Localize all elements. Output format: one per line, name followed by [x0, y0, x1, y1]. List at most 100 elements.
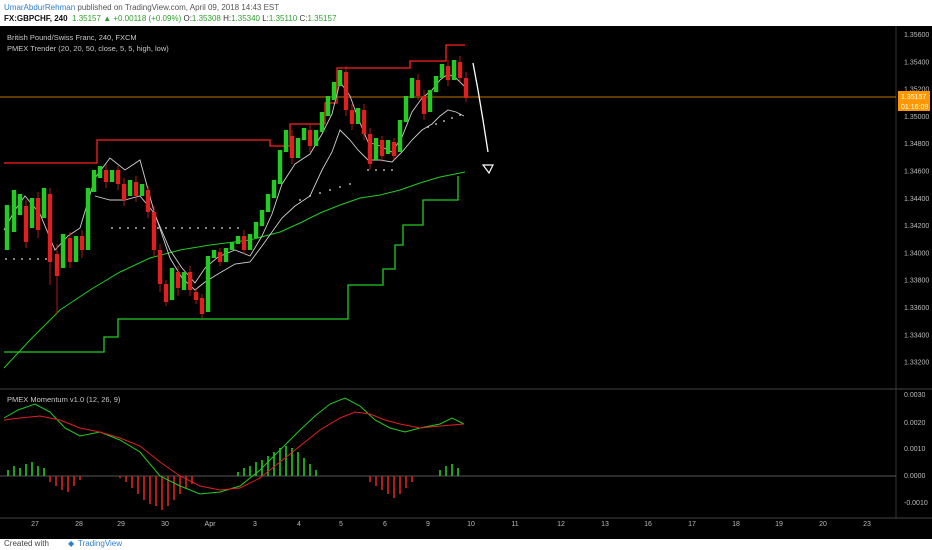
time-axis-label: 12: [557, 521, 565, 528]
candle-body: [343, 72, 349, 110]
open-value: 1.35308: [191, 14, 221, 23]
upper-band-line: [4, 44, 465, 164]
price-axis-label: 1.35200: [904, 87, 929, 94]
candle-body: [457, 62, 463, 78]
candle-body: [109, 170, 115, 182]
candle-body: [331, 82, 337, 100]
candle-body: [319, 112, 325, 132]
time-axis-label: 27: [31, 521, 39, 528]
author-link[interactable]: UmarAbdurRehman: [4, 3, 76, 12]
time-axis-label: 20: [819, 521, 827, 528]
high-label: H:: [223, 14, 232, 23]
candle-body: [223, 248, 229, 262]
time-axis-label: 3: [253, 521, 257, 528]
candle-body: [139, 184, 145, 196]
published-text: published on TradingView.com, April 09, …: [77, 3, 280, 12]
forecast-arrowhead: [481, 164, 494, 175]
candle-body: [187, 272, 193, 290]
price-axis-label: 1.33600: [904, 305, 929, 312]
time-axis-label: 13: [601, 521, 609, 528]
momentum-axis[interactable]: 0.0030 0.0020 0.0010 0.0000 -0.0010: [904, 392, 928, 507]
candle-body: [60, 234, 66, 268]
candle-body: [97, 166, 103, 178]
candle-body: [229, 242, 235, 250]
candle-body: [73, 236, 79, 262]
candle-body: [175, 272, 181, 288]
price-axis[interactable]: 1.35600 1.35400 1.35200 1.35000 1.34800 1.346…: [904, 32, 929, 367]
price-axis-label: 1.33200: [904, 360, 929, 367]
candle-body: [205, 256, 211, 312]
time-axis-label: 23: [863, 521, 871, 528]
price-axis-label: 1.35400: [904, 59, 929, 66]
tradingview-logo-icon: ◆: [68, 539, 75, 548]
momentum-axis-label: 0.0000: [904, 473, 926, 480]
candle-body: [445, 66, 451, 80]
candle-body: [313, 130, 319, 146]
candle-body: [193, 292, 199, 300]
symbol-label: FX:GBPCHF, 240: [4, 14, 68, 23]
high-value: 1.35340: [231, 14, 260, 23]
candle-body: [133, 182, 139, 196]
candle-body: [385, 140, 391, 154]
momentum-axis-label: 0.0020: [904, 420, 926, 427]
time-axis-label: 29: [117, 521, 125, 528]
candle-body: [163, 284, 169, 302]
candle-body: [115, 170, 121, 184]
time-axis-label: 6: [383, 521, 387, 528]
candle-body: [253, 222, 259, 238]
chart-area[interactable]: [0, 26, 932, 539]
candle-body: [415, 80, 421, 96]
tradingview-link[interactable]: TradingView: [78, 539, 123, 548]
candle-body: [367, 134, 373, 164]
candle-body: [301, 128, 307, 140]
time-axis-label: 4: [297, 521, 301, 528]
price-axis-label: 1.34600: [904, 169, 929, 176]
low-value: 1.35110: [268, 14, 298, 23]
candle-body: [169, 268, 175, 300]
momentum-axis-label: 0.0030: [904, 392, 926, 399]
candle-body: [379, 140, 385, 156]
time-axis-label: 18: [732, 521, 740, 528]
trender-indicator-label[interactable]: PMEX Trender (20, 20, 50, close, 5, 5, h…: [7, 44, 169, 53]
price-axis-label: 1.35000: [904, 114, 929, 121]
time-axis-label: 10: [467, 521, 475, 528]
candle-body: [217, 252, 223, 262]
candle-body: [103, 170, 109, 182]
candle-body: [295, 138, 301, 158]
footer: Created with ◆ TradingView: [0, 539, 932, 550]
candle-body: [451, 60, 457, 80]
time-axis[interactable]: 27 28 29 30 Apr 3 4 5 6 9 10 11 12 13 16 17 18 19 20 23: [31, 521, 871, 528]
price-axis-label: 1.33400: [904, 332, 929, 339]
close-value: 1.35157: [307, 14, 337, 23]
symbol-description: British Pound/Swiss Franc, 240, FXCM: [7, 33, 137, 42]
time-axis-label: 30: [161, 521, 169, 528]
forecast-arrow: [472, 62, 489, 153]
time-axis-label: 9: [426, 521, 430, 528]
candle-body: [277, 150, 283, 184]
candle-body: [271, 180, 277, 198]
candlestick-series[interactable]: [4, 56, 469, 318]
candle-body: [247, 234, 253, 250]
price-axis-label: 1.34000: [904, 250, 929, 257]
candle-body: [235, 236, 241, 244]
momentum-histogram: [7, 446, 459, 510]
momentum-indicator-label[interactable]: PMEX Momentum v1.0 (12, 26, 9): [7, 395, 121, 404]
candle-body: [199, 298, 205, 314]
last-price-tag: [898, 91, 930, 102]
time-axis-label: 19: [775, 521, 783, 528]
candle-body: [211, 250, 217, 258]
candle-body: [361, 110, 367, 134]
candle-body: [127, 180, 133, 196]
momentum-signal-line: [3, 411, 465, 491]
price-axis-label: 1.34200: [904, 223, 929, 230]
candle-body: [259, 210, 265, 226]
candle-body: [463, 78, 469, 98]
price-axis-label: 1.34800: [904, 141, 929, 148]
momentum-macd-line: [3, 397, 465, 495]
candle-body: [35, 198, 41, 230]
main-legend: British Pound/Swiss Franc, 240, FXCM PME…: [7, 32, 169, 54]
candle-body: [373, 138, 379, 160]
candle-body: [11, 190, 17, 232]
candle-body: [403, 96, 409, 122]
